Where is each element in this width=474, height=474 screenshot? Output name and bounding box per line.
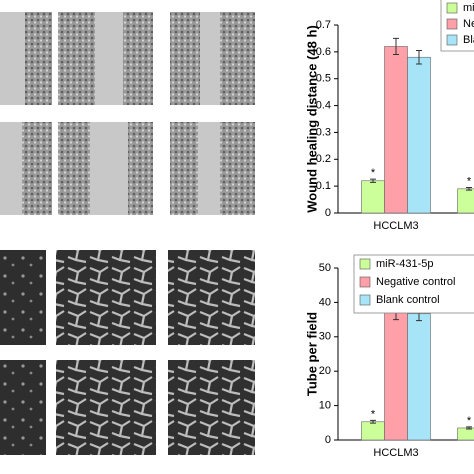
legend-label: Negative control <box>463 18 474 30</box>
y-tick-label: 0.3 <box>316 126 331 138</box>
significance-mark: * <box>371 408 376 420</box>
y-axis-label: Wound healing distance (48 h) <box>304 25 319 213</box>
error-bar <box>393 37 399 56</box>
bar <box>407 313 431 441</box>
bar <box>384 312 408 441</box>
legend-swatch <box>446 2 458 14</box>
microscopy-images <box>0 12 255 455</box>
significance-mark: * <box>467 175 472 187</box>
y-tick-label: 0 <box>325 207 331 219</box>
legend-box <box>353 254 474 314</box>
error-bar <box>466 426 472 430</box>
legend-swatch <box>446 18 458 30</box>
significance-mark: * <box>371 167 376 179</box>
y-tick-label: 10 <box>319 400 331 412</box>
bar <box>457 427 474 441</box>
legend-swatch <box>359 276 371 288</box>
y-tick-label: 0 <box>325 434 331 446</box>
y-tick-label: 0.2 <box>316 153 331 165</box>
error-bar <box>416 50 422 65</box>
legend-label: Blank control <box>376 294 440 306</box>
legend-swatch <box>446 34 458 46</box>
legend-label: miR-431-5p <box>376 258 433 270</box>
bar <box>384 46 408 214</box>
bar <box>361 421 385 441</box>
y-tick-label: 0.5 <box>316 73 331 85</box>
y-tick-label: 30 <box>319 331 331 343</box>
x-tick-label: HCCLM3 <box>373 447 418 459</box>
significance-mark: * <box>467 415 472 427</box>
bar <box>407 56 431 214</box>
y-tick-label: 0.7 <box>316 19 331 31</box>
legend-label: Negative control <box>376 276 456 288</box>
legend-label: miR-431-5p <box>463 2 474 14</box>
bar <box>457 188 474 214</box>
legend-label: Blank control <box>463 34 474 46</box>
y-tick-label: 0.1 <box>316 180 331 192</box>
legend: miR-431-5p Negative control Blank control <box>353 254 474 314</box>
y-tick-label: 40 <box>319 296 331 308</box>
error-bar <box>466 186 472 191</box>
y-tick-label: 0.4 <box>316 99 331 111</box>
legend-swatch <box>359 294 371 306</box>
y-tick-label: 0.6 <box>316 46 331 58</box>
legend-swatch <box>359 258 371 270</box>
legend: miR-431-5p Negative control Blank control <box>440 0 474 52</box>
bar <box>361 180 385 214</box>
y-tick-label: 20 <box>319 365 331 377</box>
error-bar <box>370 178 376 183</box>
x-tick-label: HCCLM3 <box>373 220 418 232</box>
legend-box <box>440 0 474 52</box>
y-axis-label: Tube per field <box>304 312 319 396</box>
y-tick-label: 50 <box>319 262 331 274</box>
error-bar <box>370 419 376 424</box>
